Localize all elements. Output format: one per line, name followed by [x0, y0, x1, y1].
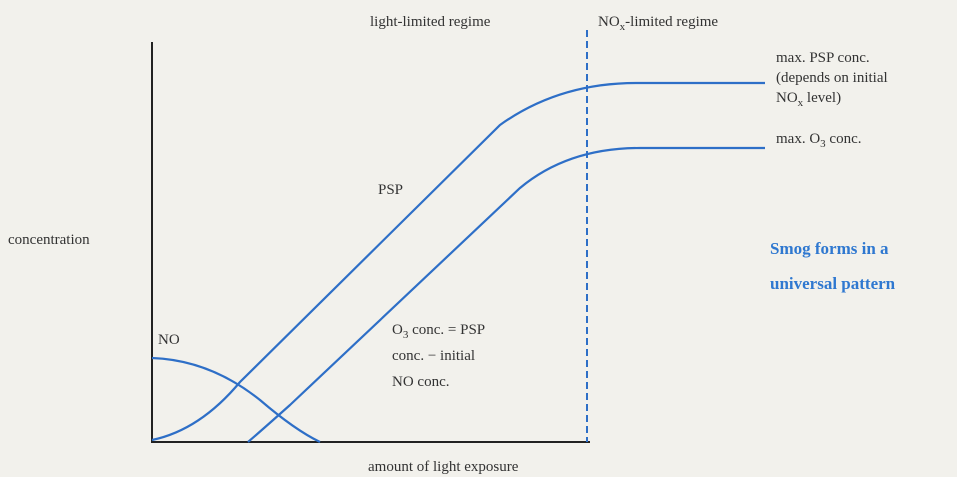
- label: light-limited regime: [370, 14, 491, 30]
- label: conc. − initial: [392, 348, 475, 364]
- label-part: conc.: [826, 131, 862, 147]
- label-part: -limited regime: [625, 14, 718, 30]
- label-part: O: [392, 322, 403, 338]
- label: NO: [158, 332, 180, 348]
- label-part: NO: [598, 14, 620, 30]
- label-sub: x: [798, 97, 804, 109]
- label: NO conc.: [392, 374, 449, 390]
- label: max. O3 conc.: [776, 131, 862, 150]
- label: NOx-limited regime: [598, 14, 718, 33]
- label-sub: 3: [820, 138, 826, 150]
- label-sub: 3: [403, 329, 409, 341]
- y-axis-label: concentration: [8, 232, 90, 248]
- x-axis-label: amount of light exposure: [368, 459, 519, 475]
- label: PSP: [378, 182, 403, 198]
- label-part: max. O: [776, 131, 820, 147]
- caption: universal pattern: [770, 274, 896, 293]
- o3-curve: [247, 146, 765, 443]
- label-part: conc. = PSP: [408, 322, 485, 338]
- psp-curve: [151, 81, 765, 442]
- label-part: NO: [776, 90, 798, 106]
- label-part: level): [803, 90, 841, 106]
- label: (depends on initial: [776, 70, 888, 86]
- label: max. PSP conc.: [776, 50, 870, 66]
- no-curve: [151, 356, 321, 443]
- label-sub: x: [620, 21, 626, 33]
- caption: Smog forms in a: [770, 239, 889, 258]
- label: O3 conc. = PSP: [392, 322, 485, 341]
- label: NOx level): [776, 90, 841, 109]
